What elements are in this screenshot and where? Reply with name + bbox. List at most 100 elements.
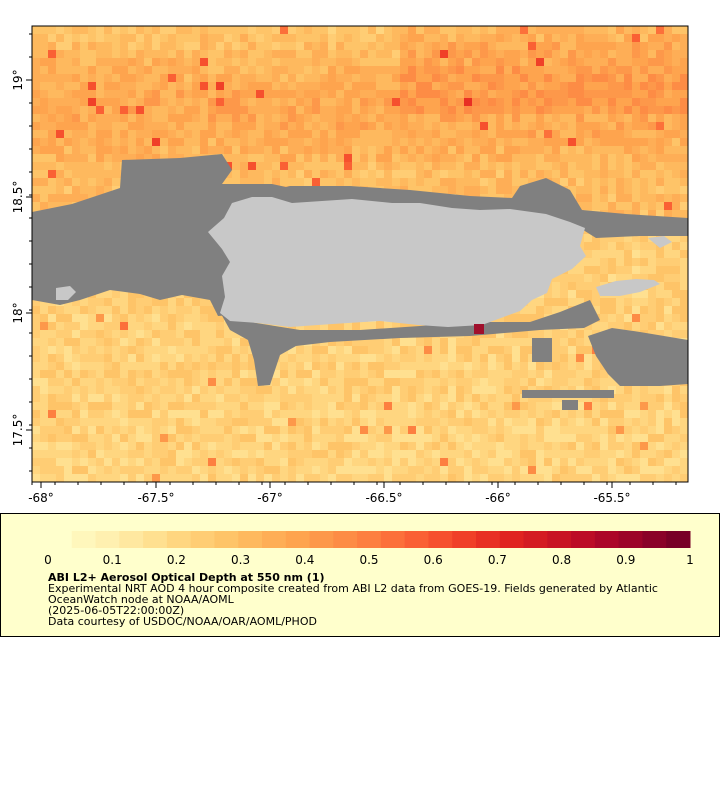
aod-pixel (176, 386, 184, 394)
aod-pixel (168, 154, 176, 162)
colorbar-swatch (238, 531, 263, 548)
aod-pixel (224, 458, 232, 466)
aod-pixel (304, 370, 312, 378)
aod-pixel (304, 418, 312, 426)
aod-pixel (336, 50, 344, 58)
aod-pixel (264, 170, 272, 178)
aod-pixel (656, 330, 664, 338)
aod-pixel (496, 426, 504, 434)
aod-pixel (544, 138, 552, 146)
aod-pixel (40, 346, 48, 354)
aod-pixel (440, 154, 448, 162)
aod-pixel (576, 266, 584, 274)
aod-pixel (648, 26, 656, 34)
aod-pixel (216, 58, 224, 66)
aod-pixel (88, 66, 96, 74)
aod-pixel (624, 402, 632, 410)
aod-pixel (128, 106, 136, 114)
aod-pixel (200, 42, 208, 50)
aod-pixel (48, 346, 56, 354)
aod-pixel (304, 74, 312, 82)
aod-pixel (104, 98, 112, 106)
aod-pixel (312, 394, 320, 402)
legend-title: ABI L2+ Aerosol Optical Depth at 550 nm … (48, 571, 325, 584)
aod-pixel (464, 186, 472, 194)
aod-pixel (480, 178, 488, 186)
aod-pixel (168, 42, 176, 50)
aod-pixel (304, 346, 312, 354)
aod-pixel (400, 386, 408, 394)
aod-pixel (232, 458, 240, 466)
aod-pixel (336, 130, 344, 138)
aod-pixel (176, 330, 184, 338)
aod-pixel (136, 66, 144, 74)
aod-pixel (552, 402, 560, 410)
aod-pixel (528, 90, 536, 98)
aod-pixel (160, 114, 168, 122)
aod-pixel (608, 474, 616, 482)
aod-pixel (376, 90, 384, 98)
aod-pixel (120, 378, 128, 386)
aod-pixel (600, 474, 608, 482)
aod-pixel (440, 338, 448, 346)
aod-pixel (272, 58, 280, 66)
aod-pixel (672, 234, 680, 242)
aod-pixel (352, 466, 360, 474)
aod-pixel (328, 338, 336, 346)
aod-pixel (344, 154, 352, 162)
aod-pixel (208, 130, 216, 138)
aod-pixel (608, 410, 616, 418)
aod-pixel (184, 386, 192, 394)
aod-pixel (288, 50, 296, 58)
aod-pixel (288, 418, 296, 426)
aod-pixel (80, 322, 88, 330)
aod-pixel (448, 26, 456, 34)
aod-pixel (72, 354, 80, 362)
aod-pixel (648, 474, 656, 482)
aod-pixel (144, 106, 152, 114)
aod-pixel (640, 34, 648, 42)
aod-pixel (560, 458, 568, 466)
aod-pixel (368, 170, 376, 178)
aod-pixel (608, 34, 616, 42)
aod-pixel (576, 170, 584, 178)
aod-pixel (376, 34, 384, 42)
aod-pixel (96, 106, 104, 114)
aod-pixel (496, 362, 504, 370)
aod-pixel (568, 106, 576, 114)
aod-pixel (408, 90, 416, 98)
aod-pixel (160, 146, 168, 154)
aod-pixel (256, 114, 264, 122)
aod-pixel (400, 106, 408, 114)
aod-pixel (296, 442, 304, 450)
aod-pixel (200, 106, 208, 114)
aod-pixel (424, 354, 432, 362)
aod-pixel (184, 402, 192, 410)
aod-pixel (488, 386, 496, 394)
aod-pixel (128, 394, 136, 402)
aod-pixel (176, 42, 184, 50)
aod-pixel (136, 394, 144, 402)
aod-pixel (320, 474, 328, 482)
aod-pixel (40, 178, 48, 186)
colorbar-tick-label: 0.1 (103, 553, 122, 567)
aod-pixel (144, 450, 152, 458)
aod-pixel (288, 410, 296, 418)
aod-pixel (616, 162, 624, 170)
aod-pixel (192, 90, 200, 98)
aod-pixel (304, 130, 312, 138)
aod-pixel (232, 74, 240, 82)
aod-pixel (504, 42, 512, 50)
aod-pixel (480, 50, 488, 58)
aod-pixel (200, 82, 208, 90)
aod-pixel (208, 362, 216, 370)
aod-pixel (672, 162, 680, 170)
aod-pixel (248, 378, 256, 386)
aod-pixel (416, 458, 424, 466)
aod-pixel (600, 258, 608, 266)
aod-pixel (32, 450, 40, 458)
aod-pixel (88, 50, 96, 58)
aod-pixel (440, 58, 448, 66)
no-data-dot (562, 400, 578, 410)
aod-pixel (104, 186, 112, 194)
